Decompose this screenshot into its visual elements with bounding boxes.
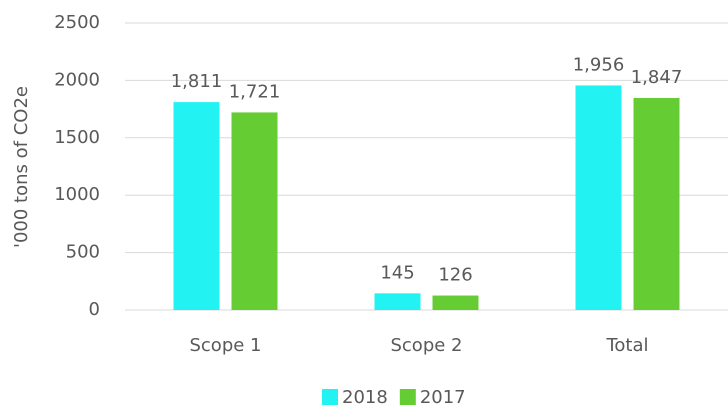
value-label: 145 <box>380 262 414 283</box>
x-tick-label: Total <box>605 335 648 356</box>
y-tick-label: 1500 <box>54 127 100 148</box>
legend-label: 2018 <box>342 387 388 408</box>
value-label: 126 <box>438 265 472 286</box>
y-tick-label: 500 <box>66 242 100 263</box>
bar <box>173 102 220 310</box>
y-axis-title: '000 tons of CO2e <box>11 86 32 248</box>
legend-swatch <box>322 389 338 405</box>
x-tick-label: Scope 1 <box>189 335 261 356</box>
y-tick-label: 0 <box>89 299 100 320</box>
bar <box>633 97 680 310</box>
bar <box>575 85 622 310</box>
value-label: 1,847 <box>631 67 683 88</box>
legend-label: 2017 <box>420 387 466 408</box>
value-label: 1,721 <box>229 81 281 102</box>
value-label: 1,811 <box>171 71 223 92</box>
y-tick-label: 2000 <box>54 69 100 90</box>
bar <box>374 293 421 310</box>
legend-swatch <box>399 389 416 405</box>
bar <box>432 295 479 310</box>
y-tick-label: 1000 <box>54 184 100 205</box>
bar <box>231 112 278 310</box>
y-tick-label: 2500 <box>54 12 100 33</box>
x-tick-label: Scope 2 <box>390 335 462 356</box>
value-label: 1,956 <box>573 54 625 75</box>
